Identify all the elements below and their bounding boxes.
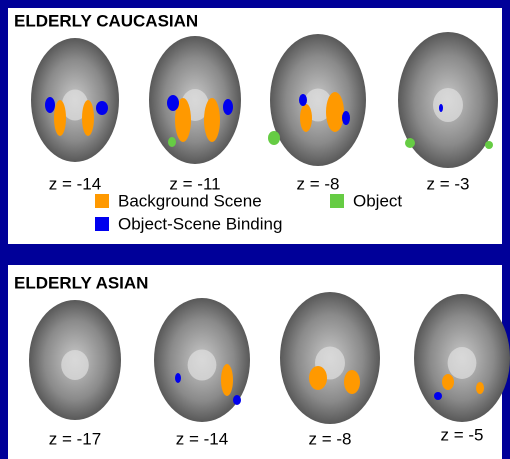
activation [268, 131, 280, 145]
slice-label: z = -3 [427, 174, 470, 193]
slice-label: z = -14 [176, 429, 228, 448]
activation [221, 364, 233, 396]
activation [344, 370, 360, 394]
activation [204, 98, 220, 142]
activation [439, 104, 443, 112]
activation [299, 94, 307, 106]
activation [175, 373, 181, 383]
brain-detail [188, 350, 217, 381]
slice-label: z = -14 [49, 174, 101, 193]
figure: ELDERLY CAUCASIAN ELDERLY ASIAN z = -14 … [0, 0, 510, 459]
slice-label: z = -17 [49, 429, 101, 448]
activation [442, 374, 454, 390]
activation [434, 392, 442, 400]
legend-swatch [95, 217, 109, 231]
legend-swatch [330, 194, 344, 208]
activation [45, 97, 55, 113]
legend-swatch [95, 194, 109, 208]
legend-label: Background Scene [118, 191, 262, 210]
slice-label: z = -5 [441, 425, 484, 444]
panel-title: ELDERLY CAUCASIAN [14, 11, 198, 30]
activation [233, 395, 241, 405]
brain-detail [433, 88, 463, 122]
activation [82, 100, 94, 136]
brain-detail [61, 350, 89, 380]
activation [326, 92, 344, 132]
activation [167, 95, 179, 111]
activation [96, 101, 108, 115]
page: {"panels": [ {"title": "ELDERLY CAUCASIA… [0, 0, 510, 459]
activation [405, 138, 415, 148]
slice-label: z = -8 [309, 429, 352, 448]
activation [342, 111, 350, 125]
activation [223, 99, 233, 115]
activation [309, 366, 327, 390]
activation [54, 100, 66, 136]
legend-label: Object [353, 191, 402, 210]
activation [485, 141, 493, 149]
activation [300, 104, 312, 132]
activation [476, 382, 484, 394]
activation [168, 137, 176, 147]
slice-label: z = -8 [297, 174, 340, 193]
brain-detail [448, 347, 477, 379]
legend-label: Object-Scene Binding [118, 214, 282, 233]
panel-title: ELDERLY ASIAN [14, 273, 148, 292]
